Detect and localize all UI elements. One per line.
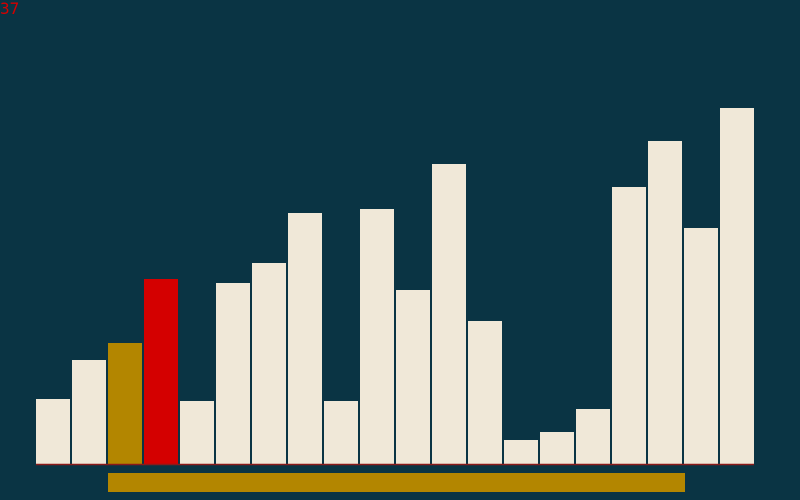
bar [36, 399, 70, 464]
bar [180, 401, 214, 464]
bar [684, 228, 718, 464]
bar-active [144, 279, 178, 464]
bar [324, 401, 358, 464]
bar [576, 409, 610, 464]
bar [216, 283, 250, 464]
bar [504, 440, 538, 464]
bar [432, 164, 466, 464]
bar [72, 360, 106, 464]
bar [396, 290, 430, 464]
step-counter: 37 [0, 0, 20, 18]
bar [720, 108, 754, 464]
bar-compare [108, 343, 142, 464]
bar [612, 187, 646, 464]
bar [288, 213, 322, 464]
range-marker [108, 473, 685, 492]
bar [360, 209, 394, 464]
bars-group [36, 108, 754, 464]
bar [540, 432, 574, 464]
bar [252, 263, 286, 464]
bar [468, 321, 502, 464]
bar [648, 141, 682, 464]
